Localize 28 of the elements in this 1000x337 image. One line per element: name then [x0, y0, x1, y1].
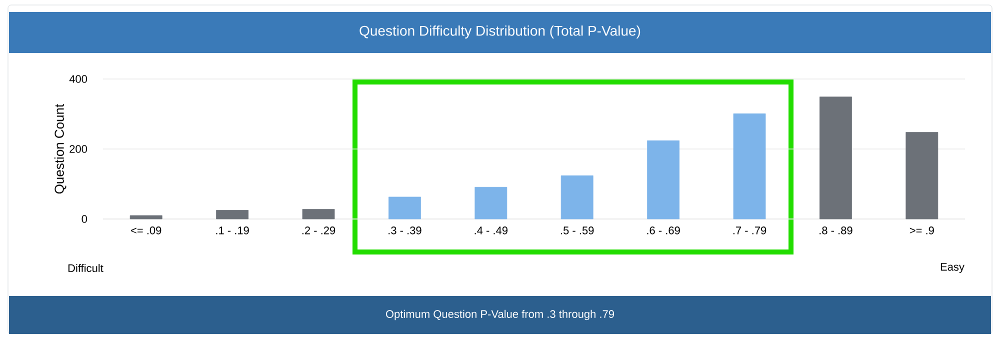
- bar: [906, 132, 938, 220]
- y-tick-label: 200: [70, 145, 88, 153]
- chart-title: Question Difficulty Distribution (Total P-Value): [360, 25, 640, 39]
- x-tick-label: .3 - .39: [388, 226, 422, 234]
- bar: [560, 175, 594, 220]
- y-tick-label: 400: [69, 75, 88, 83]
- bar: [302, 209, 335, 220]
- x-tick-label: <= .09: [131, 226, 162, 234]
- bar: [130, 215, 162, 220]
- x-tick-label: .1 - .19: [216, 226, 249, 234]
- x-tick-label: .8 - .89: [820, 226, 852, 234]
- x-tick-label: .5 - .59: [560, 226, 594, 234]
- x-tick-label: >= .9: [910, 226, 934, 234]
- bar: [388, 196, 421, 220]
- x-tick-label: .2 - .29: [302, 226, 336, 234]
- bar: [474, 186, 508, 220]
- text: Difficult: [68, 264, 104, 272]
- x-tick-label: .7 - .79: [733, 226, 766, 234]
- x-tick-label: .6 - .69: [647, 226, 680, 234]
- x-tick-label: .4 - .49: [474, 226, 508, 234]
- bar: [647, 140, 680, 220]
- text: Easy: [940, 263, 964, 273]
- y-tick-label: 0: [82, 215, 88, 223]
- bar: [733, 113, 766, 220]
- bar: [820, 96, 852, 220]
- text: Optimum Question P-Value from .3 through .79: [386, 310, 614, 320]
- y-axis-title: Question Count: [54, 104, 66, 194]
- bar: [216, 210, 248, 220]
